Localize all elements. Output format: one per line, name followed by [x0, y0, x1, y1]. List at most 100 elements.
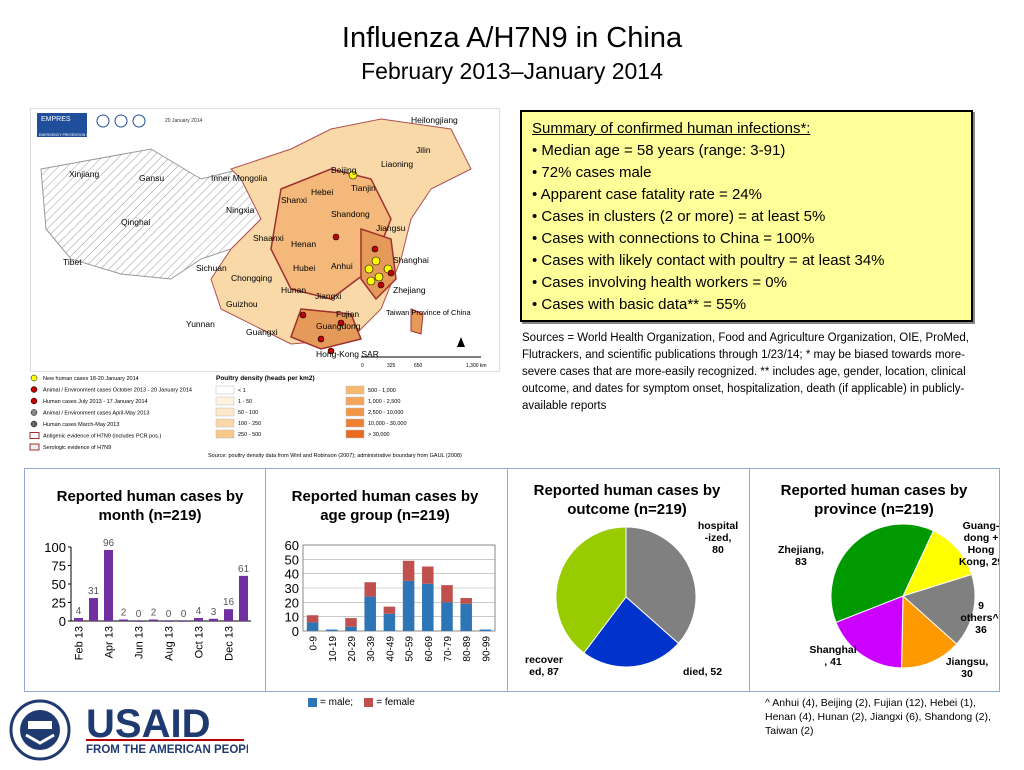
bar — [224, 609, 233, 621]
x-tick-label: 10-19 — [328, 636, 339, 662]
data-label: 0 — [136, 609, 142, 620]
bar-segment — [364, 582, 376, 597]
x-tick-label: Oct 13 — [194, 626, 206, 658]
density-label: 1 - 50 — [238, 399, 252, 405]
legend-label: Human cases March-May 2013 — [43, 422, 119, 428]
case-marker — [299, 311, 307, 319]
data-label: 31 — [88, 586, 100, 597]
density-label: 50 - 100 — [238, 410, 258, 416]
summary-box: Summary of confirmed human infections*: … — [520, 110, 973, 322]
slice-label: -ized, — [705, 532, 732, 544]
x-tick-label: 90-99 — [481, 636, 492, 662]
svg-text:325: 325 — [387, 363, 396, 369]
x-tick-label: Dec 13 — [224, 626, 236, 661]
region-label: Inner Mongolia — [211, 173, 268, 183]
china-map: EMPRES EMERGENCY PREVENTION SYSTEM 20 Ja… — [30, 108, 500, 372]
bar — [134, 621, 143, 622]
plot-frame — [302, 544, 496, 632]
bar-segment — [326, 629, 338, 631]
case-marker — [377, 281, 385, 289]
bar-segment — [441, 602, 453, 631]
bar-segment — [422, 583, 434, 631]
case-marker — [371, 256, 381, 266]
y-tick-label: 100 — [44, 540, 66, 555]
bar-segment — [345, 626, 357, 631]
svg-text:EMERGENCY PREVENTION SYSTEM: EMERGENCY PREVENTION SYSTEM — [39, 133, 101, 137]
case-marker — [348, 170, 358, 180]
x-tick-label: Jun 13 — [134, 626, 146, 659]
region-label: Hebei — [311, 187, 333, 197]
bar-segment — [383, 606, 396, 614]
density-swatch — [345, 385, 365, 395]
bar-segment — [441, 585, 453, 603]
region-label: Heilongjiang — [411, 115, 458, 125]
y-tick-label: 60 — [285, 538, 299, 553]
age-chart-title: Reported human cases by age group (n=219… — [291, 488, 479, 524]
male-swatch — [308, 697, 317, 707]
density-swatch — [345, 407, 365, 417]
data-label: 0 — [166, 609, 172, 620]
western-region — [40, 148, 262, 280]
case-marker — [366, 276, 376, 286]
region-label: Guangxi — [246, 327, 278, 337]
x-tick-label: 20-29 — [347, 636, 358, 662]
pie-slice — [835, 595, 904, 669]
region-label: Chongqing — [231, 273, 272, 283]
slice-label: Kong, 29 — [959, 556, 999, 568]
svg-text:0: 0 — [361, 363, 364, 369]
slice-label: Jiangsu, — [946, 656, 989, 668]
region-label: Shaanxi — [253, 233, 284, 243]
svg-text:1,300 km: 1,300 km — [466, 363, 487, 369]
bar-segment — [460, 603, 472, 631]
summary-item: • Cases with connections to China = 100% — [532, 230, 815, 247]
slice-label: died, 52 — [683, 666, 722, 678]
summary-item: • Cases with basic data** = 55% — [532, 296, 747, 313]
pie-slice — [830, 523, 935, 623]
bar-segment — [383, 613, 396, 631]
slice-label: dong + — [964, 532, 999, 544]
density-label: 10,000 - 30,000 — [368, 421, 407, 427]
svg-text:650: 650 — [414, 363, 423, 369]
summary-heading: Summary of confirmed human infections*: — [532, 120, 811, 137]
case-markers — [299, 170, 395, 355]
region-label: Hubei — [293, 263, 315, 273]
region-label: Jilin — [416, 145, 431, 155]
slice-label: hospital — [698, 520, 738, 532]
legend-label: Antigenic evidence of H7N9 (includes PCR… — [43, 434, 161, 440]
y-tick-label: 30 — [285, 581, 299, 596]
density-label: 100 - 250 — [238, 421, 261, 427]
usaid-logo: USAID FROM THE AMERICAN PEOPLE — [8, 695, 261, 765]
sources-text: Sources = World Health Organization, Foo… — [522, 332, 969, 412]
y-tick-label: 75 — [52, 559, 66, 574]
svg-text:Source: poultry density data f: Source: poultry density data from Wint a… — [208, 453, 462, 459]
legend-symbol — [29, 443, 40, 451]
slice-label: 80 — [712, 544, 724, 556]
summary-item: • Cases involving health workers = 0% — [532, 274, 787, 291]
bar — [119, 619, 128, 621]
map-legend: New human cases 18-20 January 2014 Animal… — [26, 372, 498, 464]
region-label: Gansu — [139, 173, 164, 183]
province-chart-panel: Reported human cases by province (n=219)… — [749, 469, 999, 691]
bar — [149, 619, 158, 621]
region-label: Guangdong — [316, 321, 361, 331]
slice-label: recover — [525, 654, 563, 666]
bar — [194, 618, 203, 621]
region-label: Liaoning — [381, 159, 413, 169]
region-label: Qinghai — [121, 217, 150, 227]
region-label: Shanxi — [281, 195, 307, 205]
pie-slice — [555, 526, 627, 654]
legend-label: New human cases 18-20 January 2014 — [43, 376, 139, 382]
legend-label: Animal / Environment cases April-May 201… — [43, 411, 149, 417]
slice-label: Zhejiang, — [778, 544, 824, 556]
region-label: Anhui — [331, 261, 353, 271]
density-swatch — [345, 396, 365, 406]
case-marker — [337, 319, 345, 327]
data-label: 3 — [211, 607, 217, 618]
usaid-wordmark: USAID — [86, 702, 210, 746]
density-swatch — [215, 429, 235, 439]
bar — [209, 618, 218, 621]
density-label: 2,500 - 10,000 — [368, 410, 403, 416]
age-chart-panel: Reported human cases by age group (n=219… — [265, 469, 508, 691]
